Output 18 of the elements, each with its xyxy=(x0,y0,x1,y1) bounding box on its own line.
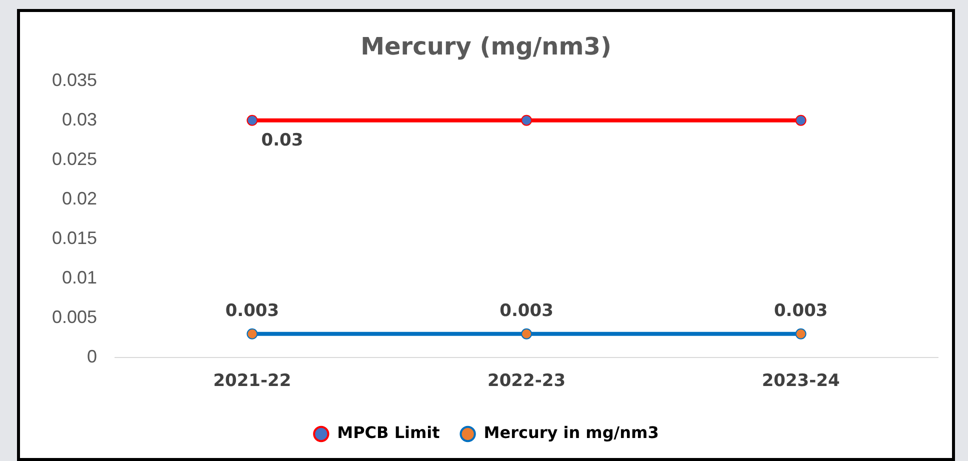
data-label: 0.03 xyxy=(261,130,304,150)
y-tick-label: 0.005 xyxy=(52,307,98,328)
legend-label: MPCB Limit xyxy=(337,423,440,442)
x-tick-label: 2023-24 xyxy=(762,371,840,392)
x-tick-label: 2022-23 xyxy=(488,371,566,392)
data-label: 0.003 xyxy=(225,300,280,321)
y-tick-label: 0.01 xyxy=(62,267,98,288)
y-tick-label: 0.025 xyxy=(52,148,98,169)
y-tick-label: 0.02 xyxy=(62,188,98,208)
y-tick-label: 0 xyxy=(87,346,98,367)
data-label: 0.003 xyxy=(500,300,554,321)
chart-title: Mercury (mg/nm3) xyxy=(360,32,612,61)
y-tick-label: 0.035 xyxy=(52,70,98,90)
x-tick-label: 2021-22 xyxy=(213,371,292,392)
y-tick-label: 0.015 xyxy=(52,228,98,248)
y-tick-label: 0.03 xyxy=(62,109,98,130)
legend-label: Mercury in mg/nm3 xyxy=(484,423,659,442)
data-label: 0.003 xyxy=(774,300,828,321)
